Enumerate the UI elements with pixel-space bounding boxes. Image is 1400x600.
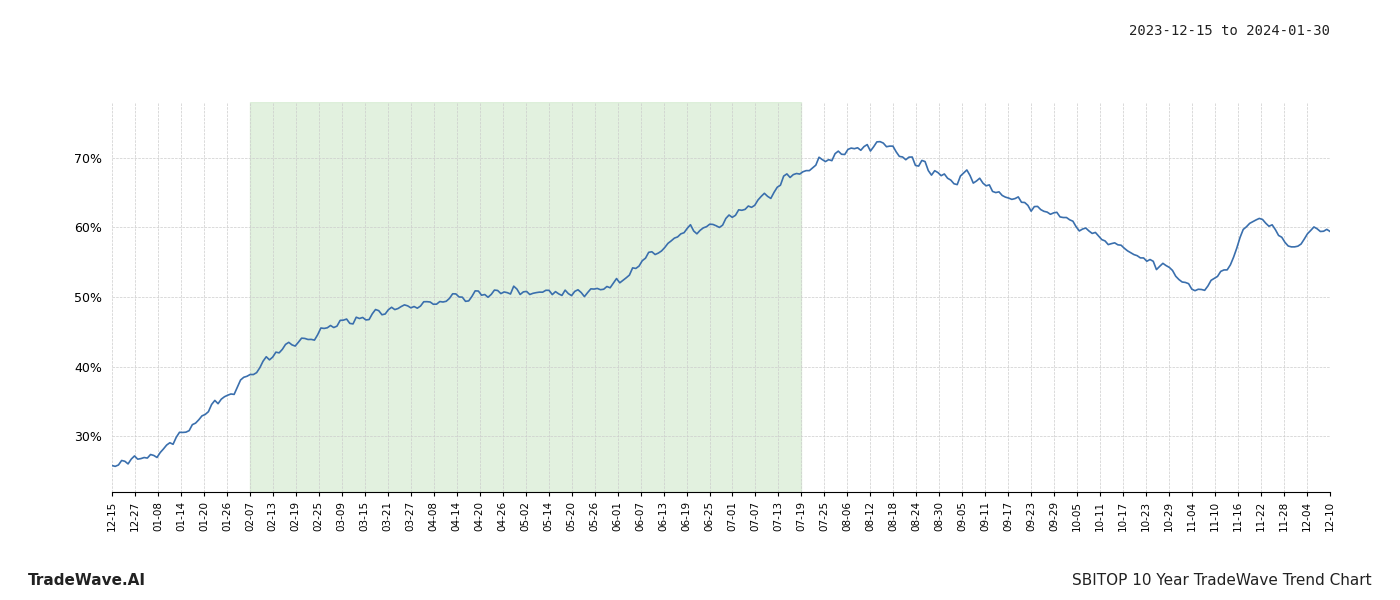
Text: TradeWave.AI: TradeWave.AI <box>28 573 146 588</box>
Text: SBITOP 10 Year TradeWave Trend Chart: SBITOP 10 Year TradeWave Trend Chart <box>1072 573 1372 588</box>
Text: 2023-12-15 to 2024-01-30: 2023-12-15 to 2024-01-30 <box>1128 24 1330 38</box>
Bar <box>249 102 801 492</box>
